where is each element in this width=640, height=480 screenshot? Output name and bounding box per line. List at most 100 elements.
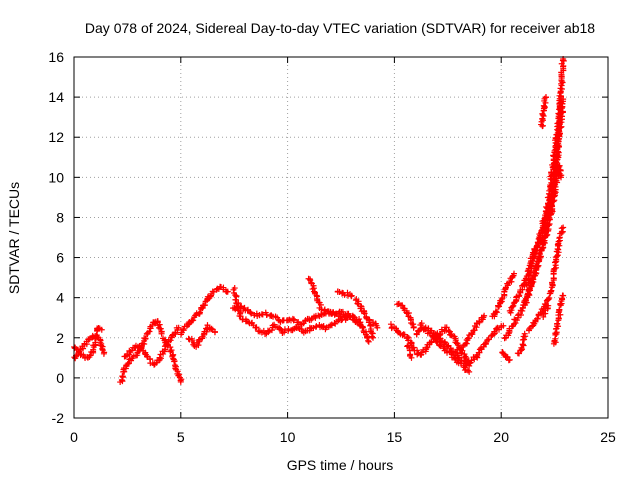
data-point [438,326,445,333]
data-point [156,354,163,361]
data-point [494,309,501,316]
data-point [233,300,240,307]
data-point [556,130,563,137]
data-point [541,233,548,240]
data-point [520,302,527,309]
chart-title: Day 078 of 2024, Sidereal Day-to-day VTE… [85,20,595,36]
data-point [320,322,327,329]
data-point [538,118,545,125]
x-tick-label: 15 [387,429,403,445]
data-point [520,342,527,349]
data-point [434,338,441,345]
data-point [485,336,492,343]
data-track [352,296,377,341]
data-track [514,330,529,357]
data-track [404,342,415,361]
data-point [169,332,176,339]
data-point [554,320,561,327]
data-point [529,258,536,265]
data-point [436,342,443,349]
data-point [554,252,561,259]
y-tick-label: 0 [56,370,64,386]
data-track [117,318,165,386]
data-point [555,238,562,245]
data-point [539,111,546,118]
data-point [558,174,565,181]
y-tick-label: 16 [48,49,64,65]
data-point [511,270,518,277]
data-point [533,243,540,250]
data-point [247,309,254,316]
y-tick-label: -2 [52,410,65,426]
data-point [443,324,450,331]
data-point [520,333,527,340]
data-point [167,348,174,355]
data-point [408,340,415,347]
data-point [295,324,302,331]
data-point [364,334,371,341]
data-point [224,288,231,295]
data-point [281,329,288,336]
data-point [546,207,553,214]
y-tick-label: 2 [56,330,64,346]
data-point [177,378,184,385]
data-point [201,302,208,309]
data-point [430,334,437,341]
data-point [551,259,558,266]
data-point [196,309,203,316]
data-point [545,296,552,303]
x-tick-label: 0 [70,429,78,445]
data-track [394,300,417,331]
data-point [556,306,563,313]
data-point [482,340,489,347]
data-point [471,327,478,334]
data-point [537,253,544,260]
data-point [557,124,564,131]
data-point [556,127,563,134]
data-point [321,307,328,314]
data-point [291,316,298,323]
tick-layer: 0 5 10 15 20 25 -2 0 2 4 6 8 10 12 14 16 [48,49,616,445]
data-point [357,305,364,312]
data-point [387,321,394,328]
data-point [410,324,417,331]
data-point [500,322,507,329]
data-point [468,357,475,364]
data-point [516,350,523,357]
data-point [513,294,520,301]
data-point [345,310,352,317]
data-track [305,275,325,313]
data-point [190,317,197,324]
data-point [176,371,183,378]
x-tick-label: 20 [493,429,509,445]
data-point [560,292,567,299]
data-point [368,333,375,340]
data-point [466,368,473,375]
data-track [540,302,552,320]
y-tick-label: 4 [56,290,64,306]
data-point [119,373,126,380]
data-point [555,133,562,140]
data-track [230,285,351,338]
data-point [525,326,532,333]
data-track [520,96,567,309]
data-point [167,337,174,344]
data-point [370,334,377,341]
y-axis-label: SDTVAR / TECUs [6,182,22,294]
data-point [500,350,507,357]
data-point [252,324,259,331]
data-track [334,288,355,300]
data-track [417,320,473,375]
data-point [496,303,503,310]
data-track [454,312,488,353]
data-point [491,330,498,337]
x-tick-label: 5 [177,429,185,445]
data-point [526,284,533,291]
data-point [211,328,218,335]
data-track [550,292,567,347]
data-point [534,315,541,322]
data-point [99,345,106,352]
data-track [369,319,381,331]
data-point [328,321,335,328]
x-tick-label: 10 [280,429,296,445]
